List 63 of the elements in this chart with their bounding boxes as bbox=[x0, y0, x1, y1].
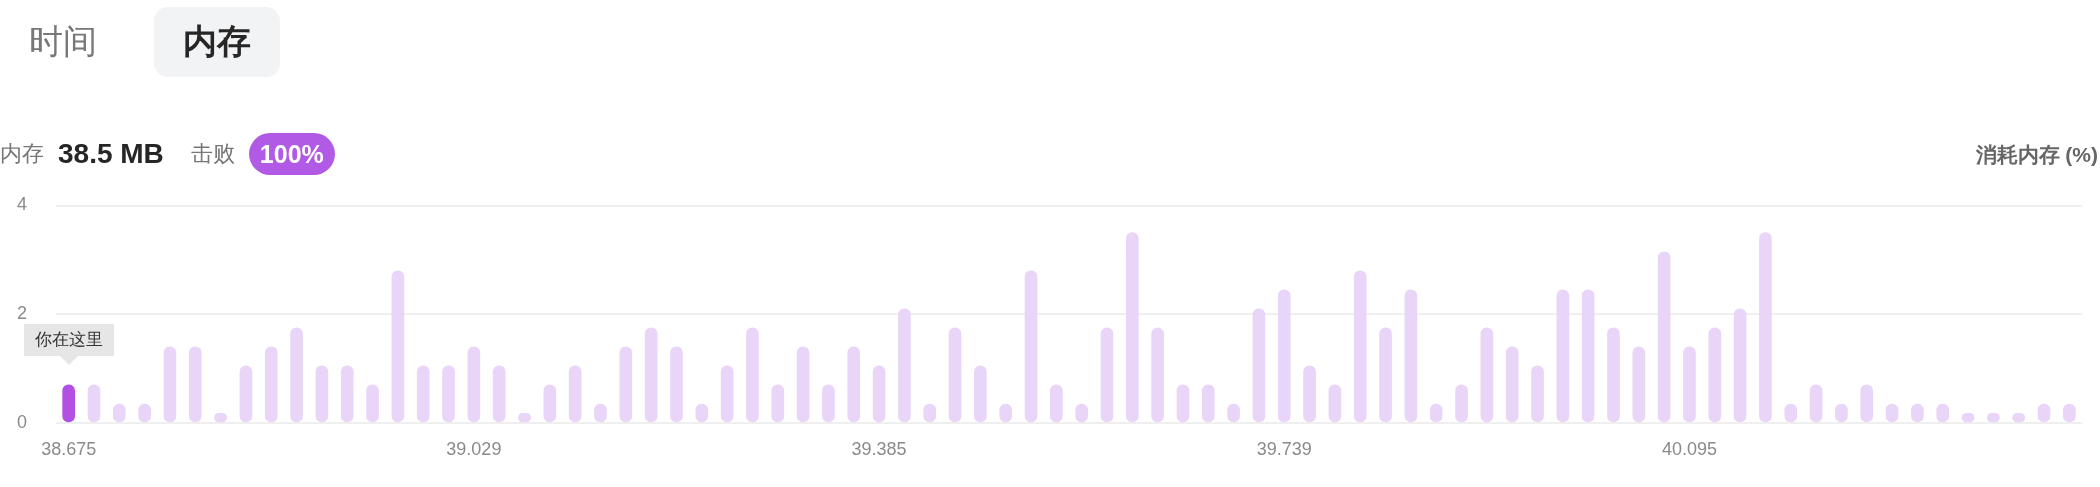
bar bbox=[1353, 270, 1367, 423]
text: 击败 bbox=[190, 140, 235, 168]
bar bbox=[974, 365, 987, 423]
text: 38.5 MB bbox=[58, 138, 164, 170]
bar bbox=[492, 365, 506, 423]
tooltip: 你在这里 bbox=[23, 323, 114, 356]
selected-tab: 内存 bbox=[154, 7, 280, 77]
text: 时间 bbox=[29, 21, 97, 62]
y-axis-title: 消耗内存 (%) bbox=[1975, 142, 2098, 168]
bar bbox=[1379, 327, 1392, 423]
x-tick-label: 39.739 bbox=[1256, 438, 1312, 459]
y-tick-label: 4 bbox=[16, 194, 27, 215]
bar bbox=[644, 327, 658, 423]
bar bbox=[1024, 270, 1038, 423]
bar bbox=[1252, 308, 1266, 423]
bar bbox=[1657, 251, 1671, 423]
bar bbox=[568, 365, 582, 423]
bar bbox=[1683, 346, 1696, 423]
bar bbox=[1303, 365, 1316, 423]
x-tick-label: 39.029 bbox=[446, 438, 502, 459]
x-tick-label: 38.675 bbox=[41, 438, 97, 459]
bar bbox=[872, 365, 886, 423]
text: 内存 bbox=[0, 140, 44, 168]
bar bbox=[1100, 327, 1114, 423]
y-tick-label: 0 bbox=[16, 411, 27, 432]
bar bbox=[1277, 289, 1291, 423]
x-tick-label: 39.385 bbox=[851, 438, 907, 459]
bar bbox=[670, 346, 683, 423]
bar bbox=[239, 365, 253, 423]
bar bbox=[1480, 327, 1494, 423]
bar bbox=[1607, 327, 1620, 423]
bar bbox=[898, 308, 911, 423]
bar bbox=[1556, 289, 1570, 423]
bar bbox=[1708, 327, 1722, 423]
bar bbox=[796, 346, 810, 423]
bar bbox=[1632, 346, 1646, 423]
bar bbox=[1125, 232, 1139, 423]
bar bbox=[1581, 289, 1595, 423]
badge: 100% bbox=[248, 133, 335, 175]
bar bbox=[340, 365, 354, 423]
annotation: 你在这里 bbox=[34, 329, 103, 352]
bar bbox=[1759, 232, 1772, 423]
bar bbox=[1404, 289, 1418, 423]
bar bbox=[1151, 327, 1164, 423]
bar bbox=[290, 327, 303, 423]
x-tick-label: 40.095 bbox=[1661, 438, 1717, 459]
bar bbox=[163, 346, 177, 423]
y-tick-label: 2 bbox=[16, 303, 27, 324]
bar bbox=[1505, 346, 1519, 423]
bar bbox=[746, 327, 759, 423]
bar bbox=[467, 346, 481, 423]
bar bbox=[948, 327, 962, 423]
bar bbox=[264, 346, 278, 423]
bar bbox=[720, 365, 734, 423]
bar bbox=[391, 270, 405, 423]
bar bbox=[847, 346, 861, 423]
bar bbox=[416, 365, 430, 423]
bar bbox=[188, 346, 202, 423]
bar bbox=[619, 346, 633, 423]
bar bbox=[315, 365, 329, 423]
bar bbox=[1531, 365, 1544, 423]
bar bbox=[1733, 308, 1747, 423]
bar bbox=[442, 365, 455, 423]
